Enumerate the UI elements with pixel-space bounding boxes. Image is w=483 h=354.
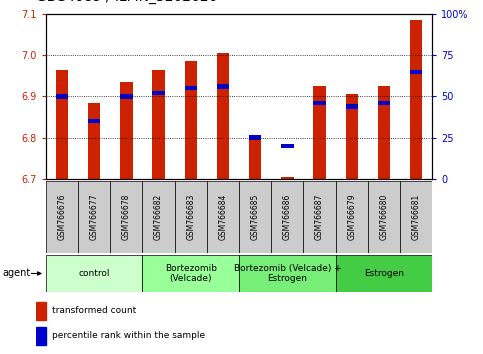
Bar: [185, 62, 197, 179]
Bar: [346, 104, 358, 109]
Text: GSM766679: GSM766679: [347, 194, 356, 240]
Text: agent: agent: [2, 268, 30, 279]
Bar: [313, 101, 326, 105]
Bar: [175, 181, 207, 253]
Bar: [36, 302, 46, 320]
Text: GSM766681: GSM766681: [412, 194, 421, 240]
Bar: [142, 181, 175, 253]
Bar: [78, 181, 110, 253]
Text: Bortezomib
(Velcade): Bortezomib (Velcade): [165, 264, 217, 283]
Text: GDS4089 / ILMN_3202626: GDS4089 / ILMN_3202626: [36, 0, 218, 4]
Text: transformed count: transformed count: [52, 306, 136, 315]
Bar: [239, 181, 271, 253]
Bar: [313, 86, 326, 179]
Bar: [217, 53, 229, 179]
Bar: [46, 255, 142, 292]
Text: GSM766683: GSM766683: [186, 194, 195, 240]
Bar: [336, 181, 368, 253]
Bar: [207, 181, 239, 253]
Text: GSM766680: GSM766680: [380, 194, 388, 240]
Bar: [400, 181, 432, 253]
Bar: [36, 327, 46, 345]
Bar: [110, 181, 142, 253]
Bar: [153, 70, 165, 179]
Bar: [56, 94, 68, 99]
Bar: [120, 94, 132, 99]
Bar: [249, 135, 261, 140]
Bar: [346, 95, 358, 179]
Bar: [281, 144, 294, 148]
Bar: [185, 86, 197, 91]
Text: GSM766682: GSM766682: [154, 194, 163, 240]
Bar: [410, 20, 422, 179]
Bar: [378, 86, 390, 179]
Bar: [88, 103, 100, 179]
Text: GSM766677: GSM766677: [90, 194, 99, 240]
Bar: [217, 84, 229, 89]
Bar: [56, 70, 68, 179]
Text: Bortezomib (Velcade) +
Estrogen: Bortezomib (Velcade) + Estrogen: [233, 264, 341, 283]
Bar: [88, 119, 100, 124]
Text: GSM766687: GSM766687: [315, 194, 324, 240]
Bar: [410, 69, 422, 74]
Bar: [249, 136, 261, 179]
Bar: [378, 101, 390, 105]
Bar: [239, 255, 336, 292]
Text: GSM766686: GSM766686: [283, 194, 292, 240]
Bar: [303, 181, 336, 253]
Bar: [336, 255, 432, 292]
Text: GSM766676: GSM766676: [57, 194, 67, 240]
Bar: [368, 181, 400, 253]
Text: Estrogen: Estrogen: [364, 269, 404, 278]
Text: GSM766684: GSM766684: [218, 194, 227, 240]
Text: GSM766678: GSM766678: [122, 194, 131, 240]
Text: percentile rank within the sample: percentile rank within the sample: [52, 331, 205, 340]
Text: GSM766685: GSM766685: [251, 194, 260, 240]
Bar: [281, 177, 294, 179]
Bar: [153, 91, 165, 96]
Bar: [46, 181, 78, 253]
Bar: [120, 82, 132, 179]
Bar: [142, 255, 239, 292]
Text: control: control: [78, 269, 110, 278]
Bar: [271, 181, 303, 253]
